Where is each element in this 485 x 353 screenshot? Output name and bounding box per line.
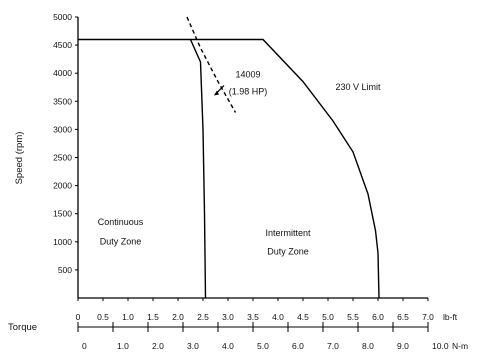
x-axis-unit-lbft: lb-ft [443,312,458,322]
y-tick-label: 5000 [53,12,72,22]
x-tick-label-lbft: 6.0 [372,312,384,322]
chart-series [78,16,380,299]
x-tick-labels-lbft: 0 0.5 1.0 1.5 2.0 2.5 3.0 3.5 4.0 4.5 5.0 5.5 6.0 6.5… [76,312,435,322]
x-tick-label-lbft: 3.5 [247,312,259,322]
annotation-text: Duty Zone [267,247,309,257]
x-tick-labels-nm: 0 1.0 2.0 3.0 4.0 5.0 6.0 7.0 8.0 9.0 10.0 [82,341,449,351]
chart-annotations: 230 V Limit 14009 (1.98 HP) Continuous Duty … [98,70,381,257]
x-tick-label-lbft: 1.5 [147,312,159,322]
x-tick-label-nm: 2.0 [152,341,164,351]
series-line-2 [189,39,207,299]
annotation-text: Intermittent [265,228,311,238]
y-tick-label: 3500 [53,96,72,106]
x-tick-label-nm: 9.0 [397,341,409,351]
x-tick-label-nm: 0 [82,341,87,351]
x-tick-label-lbft: 0 [76,312,81,322]
x-tick-label-nm: 5.0 [257,341,269,351]
x-tick-label-lbft: 4.5 [297,312,309,322]
annotation-text: (1.98 HP) [229,87,268,97]
y-tick-label: 4500 [53,40,72,50]
x-tick-label-nm: 10.0 [432,341,449,351]
annotation-text: Duty Zone [100,237,142,247]
x-tick-label-nm: 8.0 [362,341,374,351]
series-line-3 [186,16,237,113]
y-tick-label: 4000 [53,68,72,78]
series-line-1 [78,38,380,299]
y-tick-label: 2000 [53,181,72,191]
x-tick-label-nm: 3.0 [187,341,199,351]
y-tick-label: 3000 [53,124,72,134]
x-tick-label-lbft: 5.0 [322,312,334,322]
x-tick-label-lbft: 1.0 [122,312,134,322]
x-tick-label-lbft: 3.0 [222,312,234,322]
annotation-text: 14009 [235,70,260,80]
x-tick-label-lbft: 0.5 [97,312,109,322]
x-tick-label-lbft: 2.5 [197,312,209,322]
x-axis-unit-nm: N-m [452,341,468,351]
y-tick-label: 1500 [53,209,72,219]
y-tick-label: 1000 [53,237,72,247]
annotation-text: Continuous [98,217,144,227]
x-tick-label-lbft: 7.0 [422,312,434,322]
annotation-text: 230 V Limit [335,82,381,92]
x-tick-label-lbft: 5.5 [347,312,359,322]
x-tick-label-lbft: 6.5 [397,312,409,322]
x-tick-label-lbft: 2.0 [172,312,184,322]
chart-axes [75,16,429,332]
y-axis-label: Speed (rpm) [14,132,25,185]
y-tick-label: 500 [58,265,72,275]
x-axis-label: Torque [8,322,37,333]
y-tick-labels: 5000 4500 4000 3500 3000 2500 2000 1500 1000 500 [53,12,72,275]
y-tick-label: 2500 [53,153,72,163]
x-tick-label-nm: 7.0 [327,341,339,351]
x-tick-label-nm: 4.0 [222,341,234,351]
x-tick-label-nm: 1.0 [117,341,129,351]
x-tick-label-nm: 6.0 [292,341,304,351]
annotation-arrowhead [214,90,219,96]
x-tick-label-lbft: 4.0 [272,312,284,322]
